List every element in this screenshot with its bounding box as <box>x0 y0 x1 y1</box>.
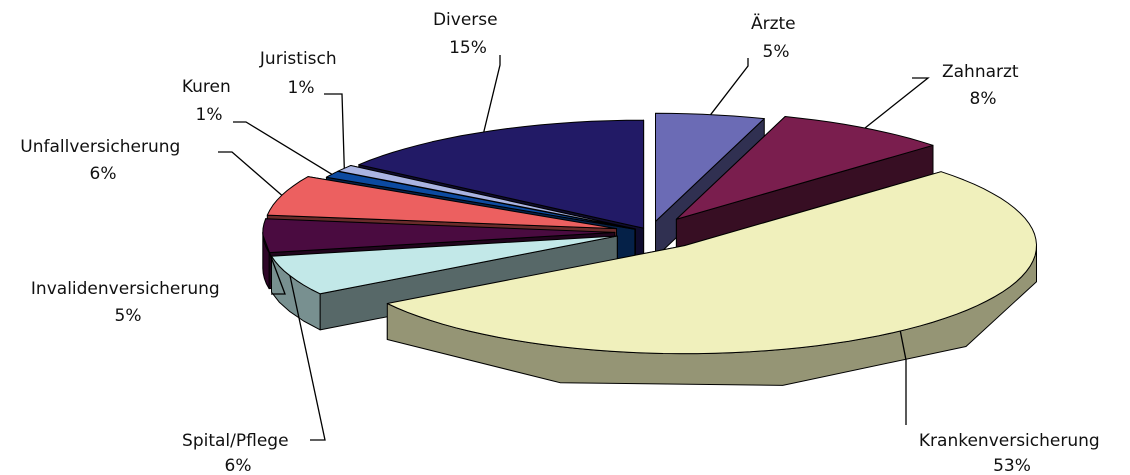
slice-krankenversicherung <box>386 171 1037 355</box>
leader-aerzte <box>710 58 749 116</box>
label-aerzte-name: Ärzte <box>751 13 796 34</box>
label-spital-pflege: Spital/Pflege 6% <box>182 431 294 475</box>
label-aerzte-value: 5% <box>763 42 790 62</box>
label-invalidenversicherung: Invalidenversicherung 5% <box>31 279 225 326</box>
label-juristisch: Juristisch 1% <box>259 49 342 98</box>
leader-juristisch <box>324 93 345 169</box>
label-unfallversicherung-name: Unfallversicherung <box>20 137 180 157</box>
label-juristisch-name: Juristisch <box>259 49 337 69</box>
label-zahnarzt-value: 8% <box>970 89 997 109</box>
leader-krankenversicherung <box>899 330 907 425</box>
label-zahnarzt: Zahnarzt 8% <box>942 62 1024 109</box>
leader-zahnarzt <box>864 77 930 129</box>
slice-zahnarzt <box>675 116 934 220</box>
slice-labels: Ärzte 5% Zahnarzt 8% Krankenversicherung… <box>20 10 1105 475</box>
leader-kuren <box>233 121 333 175</box>
leader-spital-pflege <box>289 275 326 441</box>
label-kuren-name: Kuren <box>182 77 231 97</box>
label-kuren-value: 1% <box>196 105 223 125</box>
label-kuren: Kuren 1% <box>182 77 236 125</box>
label-unfallversicherung: Unfallversicherung 6% <box>20 137 185 184</box>
leader-lines <box>218 55 930 441</box>
pie-slices <box>262 112 1037 386</box>
label-diverse-value: 15% <box>449 38 487 58</box>
label-krankenversicherung-name: Krankenversicherung <box>919 431 1100 451</box>
label-zahnarzt-name: Zahnarzt <box>942 62 1019 82</box>
label-krankenversicherung: Krankenversicherung 53% <box>919 431 1105 475</box>
label-juristisch-value: 1% <box>288 78 315 98</box>
leader-invalidenversicherung <box>262 235 286 295</box>
label-spital-pflege-value: 6% <box>225 456 252 475</box>
label-aerzte: Ärzte 5% <box>751 13 801 62</box>
leader-diverse <box>483 55 501 133</box>
slice-diverse <box>358 119 645 229</box>
label-krankenversicherung-value: 53% <box>993 456 1031 475</box>
label-diverse: Diverse 15% <box>433 10 503 58</box>
label-invalidenversicherung-value: 5% <box>115 306 142 326</box>
label-diverse-name: Diverse <box>433 10 498 30</box>
label-spital-pflege-name: Spital/Pflege <box>182 431 289 451</box>
leader-unfallversicherung <box>218 151 283 196</box>
label-invalidenversicherung-name: Invalidenversicherung <box>31 279 220 299</box>
label-unfallversicherung-value: 6% <box>90 164 117 184</box>
